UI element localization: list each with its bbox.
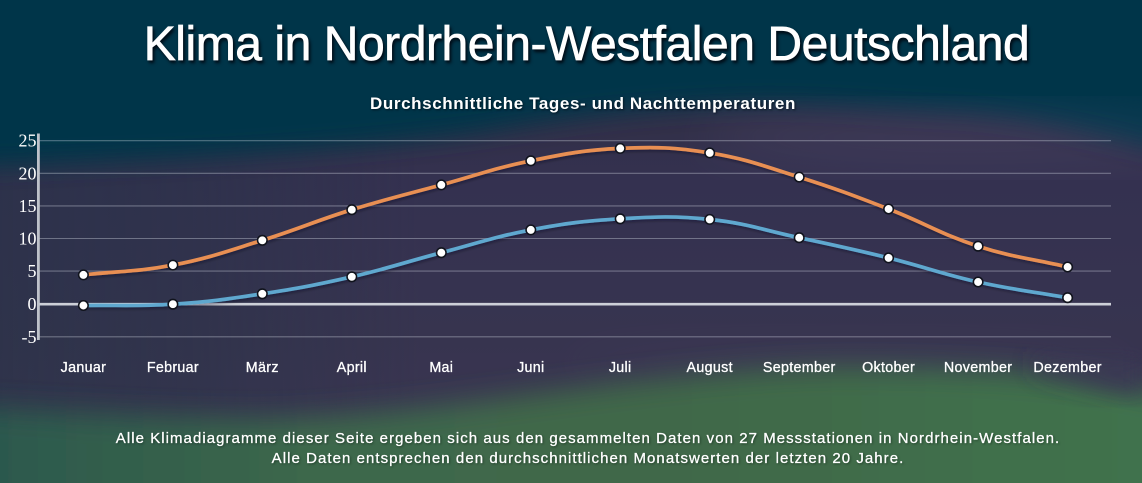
svg-text:20: 20: [19, 163, 37, 183]
svg-text:10: 10: [19, 229, 37, 249]
svg-text:November: November: [944, 360, 1012, 376]
svg-text:0: 0: [28, 294, 37, 314]
svg-text:Juli: Juli: [609, 360, 632, 376]
svg-text:25: 25: [19, 131, 37, 151]
svg-text:Mai: Mai: [429, 360, 453, 376]
svg-text:April: April: [337, 360, 367, 376]
svg-text:Juni: Juni: [517, 360, 544, 376]
svg-text:5: 5: [28, 261, 37, 281]
svg-text:15: 15: [19, 196, 37, 216]
svg-text:Februar: Februar: [147, 360, 199, 376]
svg-text:August: August: [687, 360, 733, 376]
svg-text:März: März: [246, 360, 279, 376]
svg-text:Januar: Januar: [61, 360, 107, 376]
svg-text:-5: -5: [22, 327, 37, 347]
svg-text:Dezember: Dezember: [1033, 360, 1101, 376]
svg-text:Oktober: Oktober: [862, 360, 915, 376]
svg-text:September: September: [763, 360, 836, 376]
